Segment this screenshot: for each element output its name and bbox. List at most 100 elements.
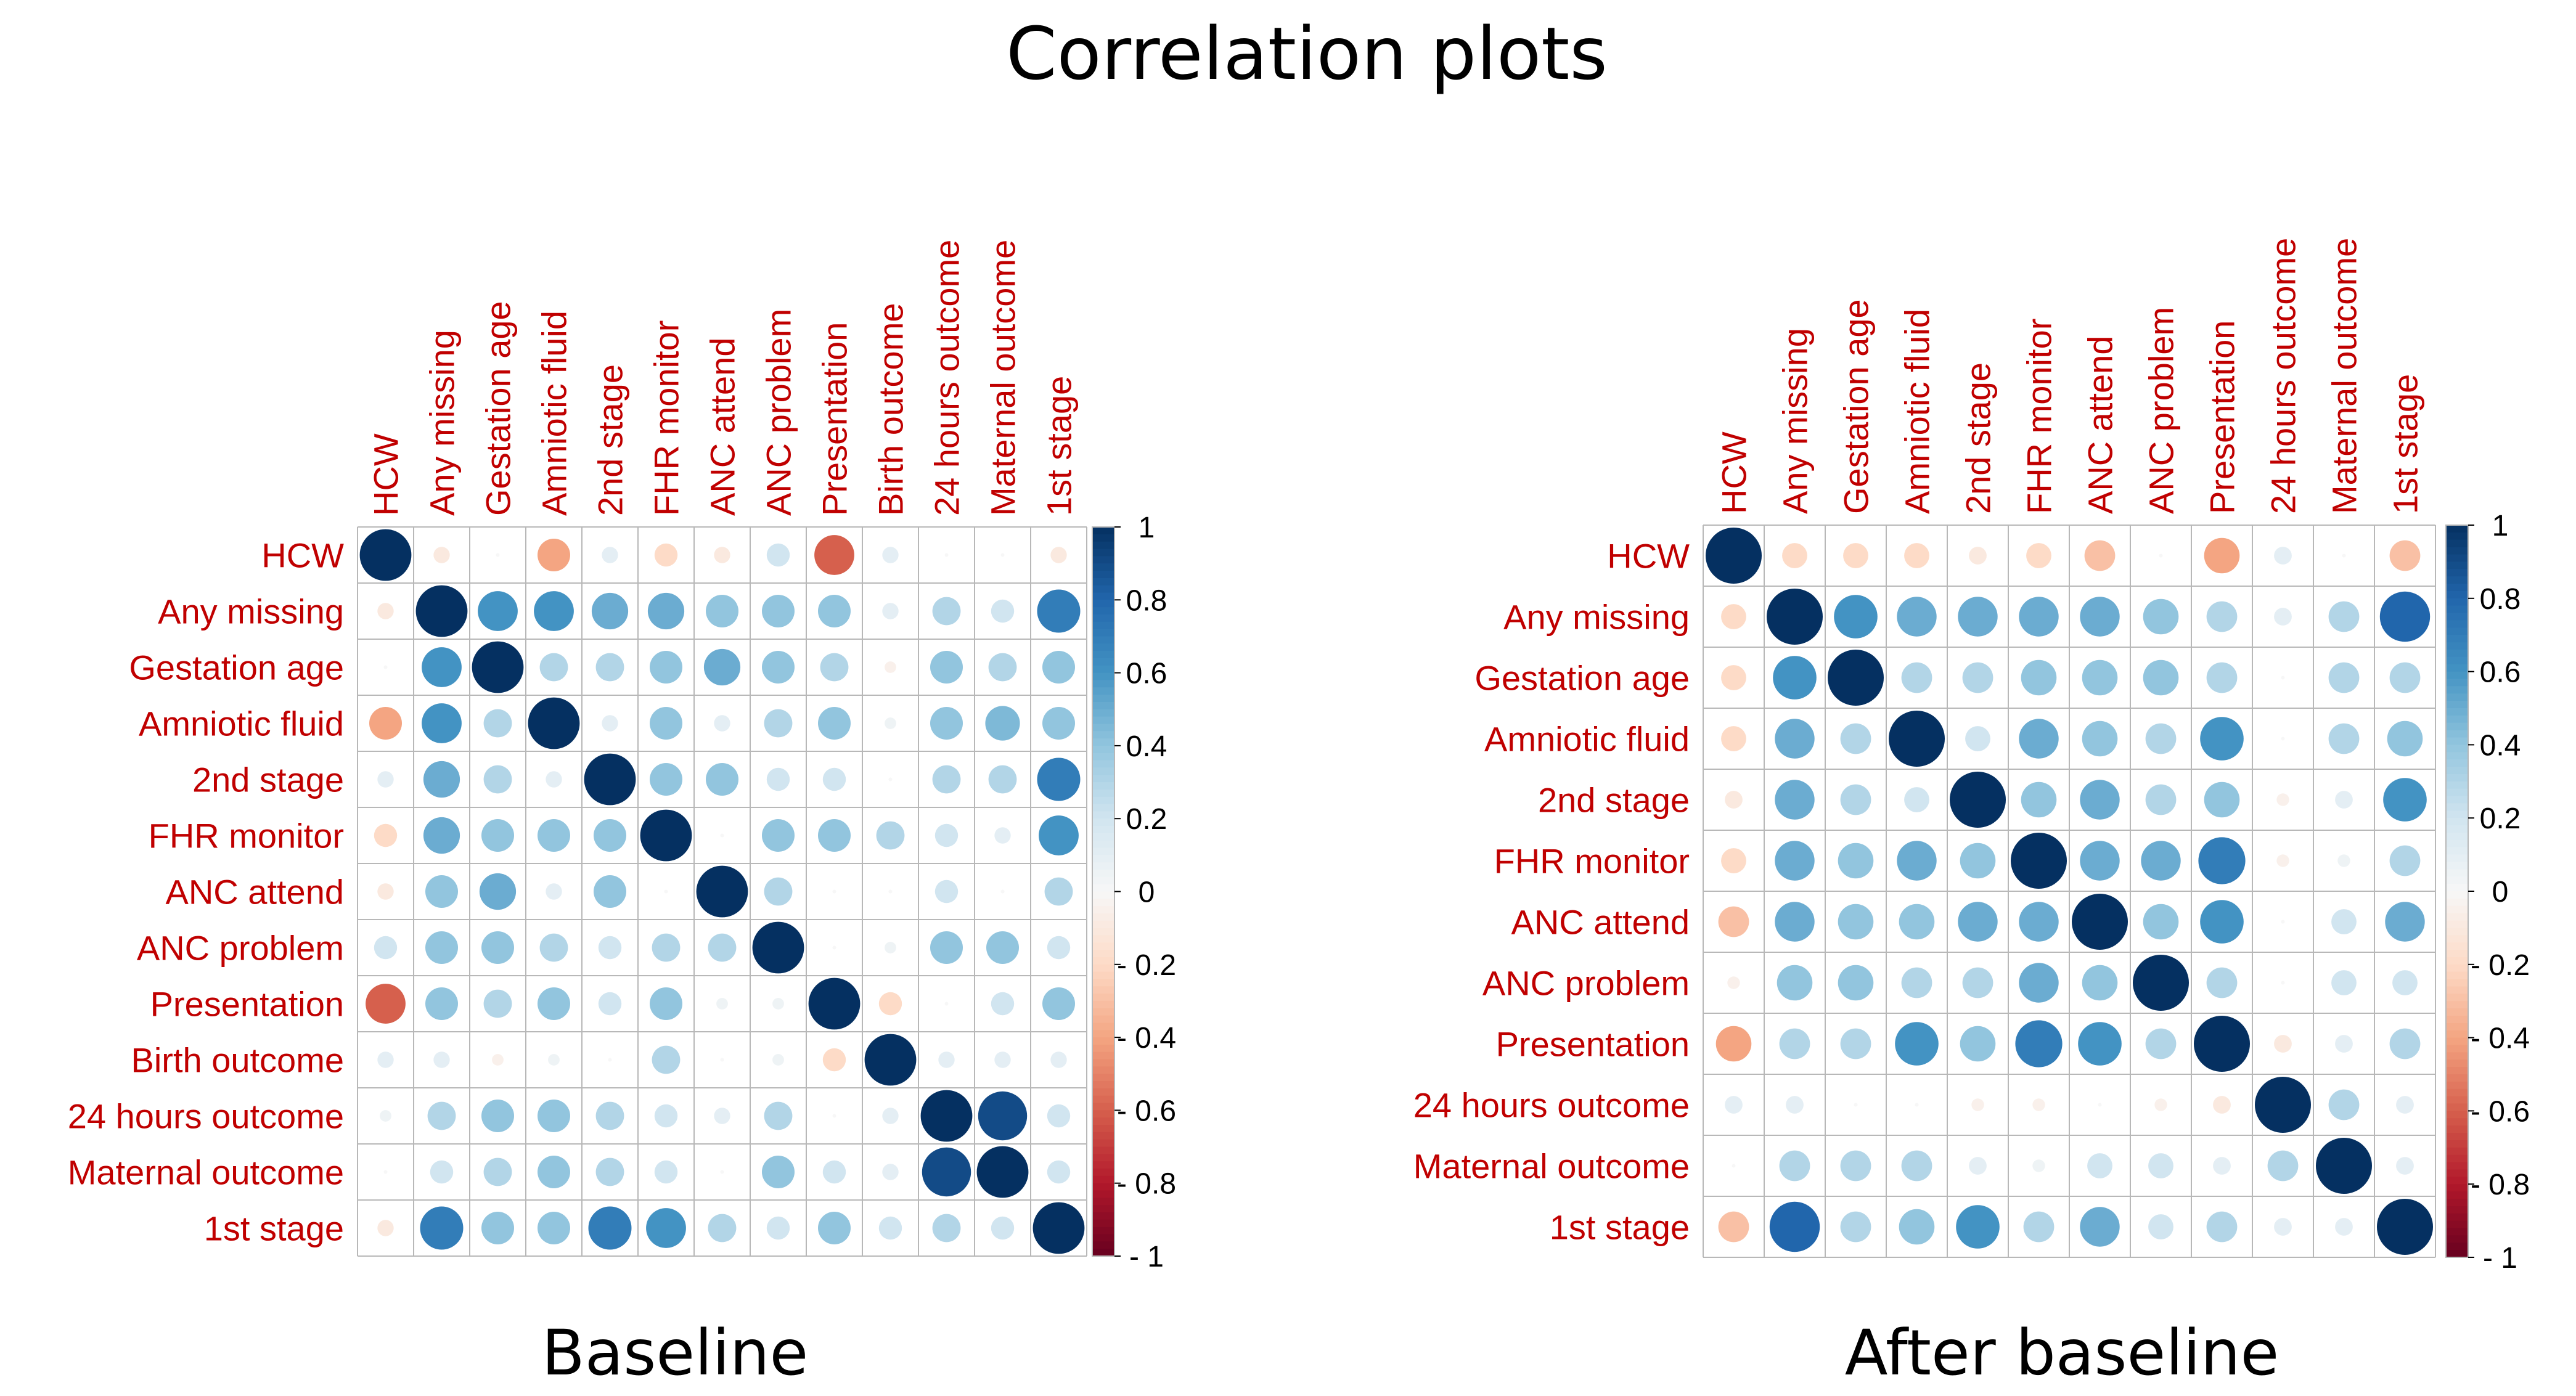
corr-cell-hcw-presentation bbox=[814, 535, 854, 575]
legend-segment bbox=[1092, 665, 1114, 674]
legend-tick-label: 0 bbox=[1139, 876, 1155, 909]
corr-cell-2nd-stage-presentation bbox=[822, 767, 846, 791]
corr-cell-maternal-outcome-amniotic-fluid bbox=[538, 1156, 570, 1188]
row-label-fhr-monitor: FHR monitor bbox=[149, 817, 344, 855]
corr-cell-presentation-presentation bbox=[2194, 1016, 2250, 1072]
legend-segment bbox=[2446, 964, 2468, 973]
legend-segment bbox=[2446, 671, 2468, 680]
corr-cell-any-missing-anc-problem bbox=[762, 595, 795, 627]
corr-cell-2nd-stage-24-hours-outcome bbox=[932, 765, 961, 794]
legend-segment bbox=[1092, 731, 1114, 739]
corr-cell-fhr-monitor-2nd-stage bbox=[594, 819, 626, 852]
corr-cell-any-missing-presentation bbox=[818, 595, 851, 627]
legend-segment bbox=[2446, 620, 2468, 629]
legend-segment bbox=[1092, 695, 1114, 703]
corr-cell-any-missing-2nd-stage bbox=[591, 592, 629, 630]
legend-segment bbox=[1092, 847, 1114, 856]
corr-cell-gestation-age-gestation-age bbox=[1828, 650, 1884, 706]
col-label-presentation: Presentation bbox=[816, 322, 854, 516]
corr-cell-birth-outcome-birth-outcome bbox=[864, 1034, 917, 1086]
corr-cell-presentation-amniotic-fluid bbox=[538, 987, 570, 1020]
corr-cell-gestation-age-presentation bbox=[820, 653, 849, 682]
legend-segment bbox=[2446, 781, 2468, 790]
legend-segment bbox=[1092, 920, 1114, 929]
legend-segment bbox=[1092, 942, 1114, 950]
legend-segment bbox=[2446, 1177, 2468, 1185]
legend-segment bbox=[2446, 957, 2468, 965]
corr-cell-amniotic-fluid-maternal-outcome bbox=[2328, 723, 2360, 754]
corr-cell-hcw-gestation-age bbox=[1843, 543, 1868, 568]
corr-cell-anc-problem-amniotic-fluid bbox=[539, 933, 568, 962]
corr-cell-24-hours-outcome-1st-stage bbox=[1047, 1104, 1071, 1128]
legend-tick-label: - 0.6 bbox=[1117, 1095, 1176, 1127]
row-label-1st-stage: 1st stage bbox=[1550, 1208, 1690, 1247]
corr-cell-1st-stage-fhr-monitor bbox=[2023, 1211, 2055, 1243]
legend-segment bbox=[2446, 818, 2468, 826]
corr-cell-any-missing-24-hours-outcome bbox=[2274, 608, 2292, 626]
corr-cell-amniotic-fluid-hcw bbox=[369, 707, 402, 740]
corr-cell-maternal-outcome-any-missing bbox=[1779, 1150, 1810, 1182]
corr-cell-amniotic-fluid-1st-stage bbox=[1042, 707, 1075, 740]
legend-segment bbox=[2446, 1023, 2468, 1031]
corr-cell-anc-problem-gestation-age bbox=[481, 931, 514, 964]
corr-cell-presentation-2nd-stage bbox=[1960, 1026, 1996, 1062]
corr-cell-hcw-gestation-age bbox=[496, 553, 500, 557]
corr-cell-2nd-stage-any-missing bbox=[1775, 780, 1815, 820]
corr-cell-gestation-age-24-hours-outcome bbox=[2281, 676, 2285, 680]
legend-segment bbox=[2446, 584, 2468, 592]
corr-cell-fhr-monitor-hcw bbox=[374, 823, 398, 847]
legend-segment bbox=[2446, 715, 2468, 724]
legend-segment bbox=[1092, 614, 1114, 622]
legend-segment bbox=[1092, 964, 1114, 973]
corr-cell-anc-problem-presentation bbox=[2206, 967, 2238, 998]
corr-cell-gestation-age-1st-stage bbox=[1042, 651, 1075, 684]
corr-cell-gestation-age-anc-problem bbox=[2143, 659, 2179, 696]
legend-segment bbox=[1092, 556, 1114, 564]
corr-cell-fhr-monitor-any-missing bbox=[423, 817, 460, 854]
legend-segment bbox=[2446, 1154, 2468, 1163]
corr-cell-hcw-maternal-outcome bbox=[2342, 553, 2346, 558]
corr-cell-2nd-stage-maternal-outcome bbox=[988, 765, 1017, 794]
corr-cell-maternal-outcome-fhr-monitor bbox=[654, 1160, 678, 1184]
legend-segment bbox=[2446, 554, 2468, 563]
corr-cell-anc-problem-maternal-outcome bbox=[986, 931, 1019, 964]
legend-tick-label: - 0.4 bbox=[1117, 1022, 1176, 1055]
corr-cell-24-hours-outcome-gestation-age bbox=[1854, 1103, 1858, 1107]
after-baseline-panel: HCW Any missing Gestation age Amniotic flui… bbox=[1413, 238, 2530, 1390]
col-label-2nd-stage: 2nd stage bbox=[591, 364, 630, 516]
corr-cell-any-missing-presentation bbox=[2206, 601, 2238, 632]
row-label-2nd-stage: 2nd stage bbox=[192, 761, 344, 799]
legend-segment bbox=[1092, 680, 1114, 688]
legend-segment bbox=[1092, 636, 1114, 645]
corr-cell-maternal-outcome-anc-attend bbox=[720, 1170, 724, 1174]
corr-cell-anc-attend-1st-stage bbox=[2385, 902, 2425, 942]
corr-cell-amniotic-fluid-any-missing bbox=[1775, 719, 1815, 759]
corr-cell-anc-problem-amniotic-fluid bbox=[1901, 967, 1932, 998]
corr-cell-anc-problem-hcw bbox=[374, 936, 398, 960]
corr-cell-1st-stage-amniotic-fluid bbox=[1899, 1209, 1935, 1245]
corr-cell-1st-stage-any-missing bbox=[1769, 1201, 1820, 1252]
corr-cell-anc-attend-gestation-age bbox=[1838, 904, 1874, 940]
legend-segment bbox=[2446, 1191, 2468, 1199]
corr-cell-maternal-outcome-anc-problem bbox=[2148, 1153, 2173, 1178]
corr-cell-fhr-monitor-1st-stage bbox=[1039, 815, 1079, 855]
legend-segment bbox=[2446, 950, 2468, 958]
corr-cell-2nd-stage-1st-stage bbox=[2383, 778, 2427, 822]
corr-cell-birth-outcome-gestation-age bbox=[492, 1054, 504, 1066]
corr-cell-presentation-hcw bbox=[1715, 1026, 1752, 1062]
col-label-amniotic-fluid: Amniotic fluid bbox=[1898, 309, 1937, 514]
corr-cell-2nd-stage-anc-attend bbox=[2080, 780, 2120, 820]
legend-segment bbox=[1092, 549, 1114, 557]
legend-segment bbox=[2446, 1001, 2468, 1009]
corr-cell-fhr-monitor-fhr-monitor bbox=[2011, 833, 2067, 889]
corr-cell-1st-stage-amniotic-fluid bbox=[538, 1212, 570, 1244]
corr-cell-2nd-stage-amniotic-fluid bbox=[1904, 787, 1929, 812]
corr-cell-amniotic-fluid-hcw bbox=[1721, 726, 1746, 751]
legend-segment bbox=[1092, 994, 1114, 1002]
corr-cell-hcw-birth-outcome bbox=[882, 547, 899, 563]
corr-cell-anc-problem-hcw bbox=[1727, 976, 1740, 989]
corr-cell-anc-attend-fhr-monitor bbox=[2019, 902, 2059, 942]
corr-cell-24-hours-outcome-birth-outcome bbox=[882, 1108, 899, 1124]
legend-segment bbox=[1092, 906, 1114, 914]
